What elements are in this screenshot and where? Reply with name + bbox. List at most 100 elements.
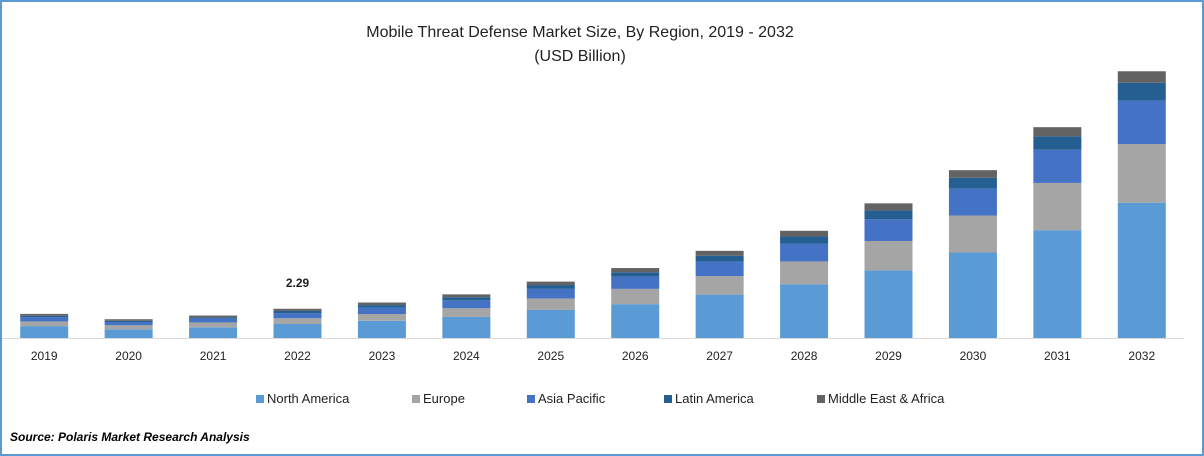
bar-2021-europe xyxy=(189,322,238,328)
bar-2022-middle-east-africa xyxy=(273,308,322,311)
bar-2032-latin-america xyxy=(1117,82,1166,101)
bar-2026-asia-pacific xyxy=(611,276,660,289)
bar-2021-latin-america xyxy=(189,317,238,319)
bar-2032-europe xyxy=(1117,144,1166,203)
x-tick-label-2029: 2029 xyxy=(875,349,902,363)
bar-2025-latin-america xyxy=(526,285,575,289)
x-tick-label-2027: 2027 xyxy=(706,349,733,363)
bar-2029-north-america xyxy=(864,270,913,338)
bar-2031-latin-america xyxy=(1033,136,1082,150)
legend-label-europe: Europe xyxy=(423,391,465,406)
legend-label-middle-east-africa: Middle East & Africa xyxy=(828,391,945,406)
bar-2022-europe xyxy=(273,318,322,324)
legend-label-north-america: North America xyxy=(267,391,350,406)
x-tick-label-2030: 2030 xyxy=(960,349,987,363)
bar-2020-middle-east-africa xyxy=(104,319,153,321)
bar-2028-asia-pacific xyxy=(780,243,829,262)
bar-2029-europe xyxy=(864,241,913,271)
bar-2019-asia-pacific xyxy=(20,317,69,322)
x-tick-label-2024: 2024 xyxy=(453,349,480,363)
bar-2021-middle-east-africa xyxy=(189,315,238,318)
legend-swatch-asia-pacific xyxy=(527,395,535,403)
bar-2029-asia-pacific xyxy=(864,219,913,242)
bar-2019-middle-east-africa xyxy=(20,313,69,316)
bar-2030-north-america xyxy=(948,252,997,338)
x-tick-label-2028: 2028 xyxy=(791,349,818,363)
bar-2028-north-america xyxy=(780,284,829,338)
bar-2025-north-america xyxy=(526,309,575,338)
bar-2032-middle-east-africa xyxy=(1117,71,1166,83)
x-tick-label-2026: 2026 xyxy=(622,349,649,363)
bar-2019-europe xyxy=(20,321,69,327)
bar-2028-europe xyxy=(780,261,829,285)
bar-2023-europe xyxy=(357,314,406,321)
bar-2021-asia-pacific xyxy=(189,318,238,323)
bar-2023-asia-pacific xyxy=(357,307,406,315)
bar-2031-europe xyxy=(1033,182,1082,231)
bar-2031-north-america xyxy=(1033,230,1082,338)
bar-2019-north-america xyxy=(20,326,69,338)
bar-2027-asia-pacific xyxy=(695,261,744,277)
bar-2021-north-america xyxy=(189,327,238,338)
bar-2030-middle-east-africa xyxy=(948,170,997,178)
bar-2025-asia-pacific xyxy=(526,288,575,299)
legend-swatch-latin-america xyxy=(664,395,672,403)
bar-2028-latin-america xyxy=(780,236,829,244)
bar-2030-asia-pacific xyxy=(948,188,997,216)
bar-2029-middle-east-africa xyxy=(864,203,913,211)
data-label-2022: 2.29 xyxy=(286,276,310,290)
bar-2024-latin-america xyxy=(442,297,491,301)
x-tick-label-2020: 2020 xyxy=(115,349,142,363)
legend-label-latin-america: Latin America xyxy=(675,391,755,406)
bar-2031-middle-east-africa xyxy=(1033,127,1082,137)
bar-2024-middle-east-africa xyxy=(442,294,491,298)
bar-2023-latin-america xyxy=(357,305,406,308)
bar-2020-asia-pacific xyxy=(104,322,153,326)
x-tick-label-2019: 2019 xyxy=(31,349,58,363)
legend-swatch-north-america xyxy=(256,395,264,403)
bar-2023-middle-east-africa xyxy=(357,302,406,306)
bar-2025-middle-east-africa xyxy=(526,281,575,286)
bar-2031-asia-pacific xyxy=(1033,149,1082,183)
x-tick-label-2021: 2021 xyxy=(200,349,227,363)
bar-2026-north-america xyxy=(611,304,660,338)
bar-2024-asia-pacific xyxy=(442,300,491,309)
bar-2032-north-america xyxy=(1117,202,1166,338)
bar-2028-middle-east-africa xyxy=(780,230,829,237)
chart-subtitle: (USD Billion) xyxy=(534,48,626,65)
bar-2022-north-america xyxy=(273,323,322,338)
bar-2019-latin-america xyxy=(20,315,69,318)
chart-title: Mobile Threat Defense Market Size, By Re… xyxy=(366,24,794,41)
bar-2020-latin-america xyxy=(104,320,153,323)
bar-2029-latin-america xyxy=(864,210,913,220)
bar-2022-asia-pacific xyxy=(273,313,322,319)
bar-2030-europe xyxy=(948,215,997,253)
x-tick-label-2023: 2023 xyxy=(369,349,396,363)
bar-2022-latin-america xyxy=(273,310,322,314)
bar-2025-europe xyxy=(526,298,575,310)
bar-2023-north-america xyxy=(357,320,406,338)
bar-2027-middle-east-africa xyxy=(695,250,744,256)
bar-2024-europe xyxy=(442,308,491,317)
x-tick-label-2025: 2025 xyxy=(537,349,564,363)
bar-2020-north-america xyxy=(104,329,153,338)
x-tick-label-2022: 2022 xyxy=(284,349,311,363)
legend-swatch-europe xyxy=(412,395,420,403)
x-tick-label-2032: 2032 xyxy=(1128,349,1155,363)
bar-2026-latin-america xyxy=(611,272,660,277)
source-note: Source: Polaris Market Research Analysis xyxy=(10,430,250,444)
bar-2024-north-america xyxy=(442,316,491,338)
bar-2027-latin-america xyxy=(695,255,744,262)
bar-2026-europe xyxy=(611,288,660,305)
bar-2026-middle-east-africa xyxy=(611,268,660,273)
bar-2027-north-america xyxy=(695,294,744,338)
legend-label-asia-pacific: Asia Pacific xyxy=(538,391,606,406)
bar-2032-asia-pacific xyxy=(1117,100,1166,145)
bar-2020-europe xyxy=(104,325,153,330)
legend-swatch-middle-east-africa xyxy=(817,395,825,403)
bar-2030-latin-america xyxy=(948,177,997,189)
bar-2027-europe xyxy=(695,276,744,295)
x-tick-label-2031: 2031 xyxy=(1044,349,1071,363)
